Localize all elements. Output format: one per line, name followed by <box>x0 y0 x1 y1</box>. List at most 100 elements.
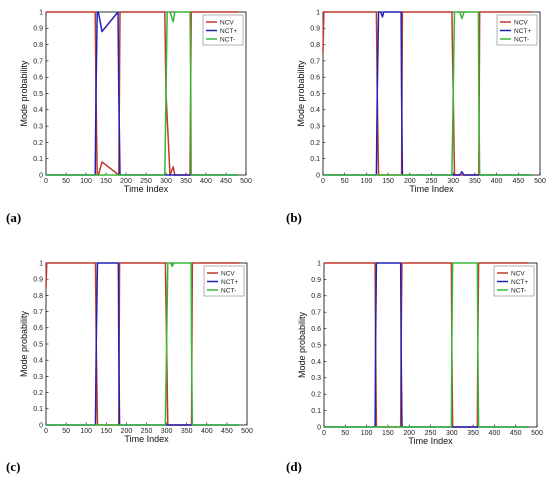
x-tick-label-a-6: 300 <box>160 178 172 185</box>
x-tick-label-d-8: 400 <box>489 430 501 437</box>
chart-panel-a: 0 50 100 150 200 250 300 350 400 450 500 0 0.1 0.2 0.3… <box>0 0 275 241</box>
y-tick-label-c-5: 0.5 <box>33 341 43 348</box>
x-tick-label-d-7: 350 <box>467 430 479 437</box>
x-axis-title-b: Time Index <box>409 184 454 194</box>
series-line-a-1 <box>46 11 238 176</box>
legend-label-b-2: NCT- <box>514 36 529 43</box>
series-line-d-1 <box>324 262 529 428</box>
x-tick-label-b-10: 500 <box>534 178 546 185</box>
y-axis-title-d: Mode probability <box>297 311 307 378</box>
y-tick-label-b-1: 0.1 <box>310 156 320 163</box>
legend-label-c-0: NCV <box>221 270 235 277</box>
x-tick-label-a-2: 100 <box>80 178 92 185</box>
x-tick-label-c-3: 150 <box>100 428 112 435</box>
chart-panel-b: 0 50 100 150 200 250 300 350 400 450 500 0 0.1 0.2 0.3… <box>275 0 550 241</box>
x-tick-label-d-6: 300 <box>446 430 458 437</box>
series-line-b-2 <box>323 11 532 176</box>
x-tick-label-b-7: 350 <box>469 178 481 185</box>
line-chart-b: 0 50 100 150 200 250 300 350 400 450 500 0 0.1 0.2 0.3… <box>296 9 546 194</box>
series-line-c-2 <box>46 262 239 426</box>
y-tick-label-a-1: 0.1 <box>33 156 43 163</box>
x-tick-label-d-9: 450 <box>510 430 522 437</box>
y-tick-label-d-0: 0 <box>317 424 321 431</box>
y-tick-label-b-3: 0.3 <box>310 124 320 131</box>
legend-label-a-2: NCT- <box>220 36 235 43</box>
legend-label-a-1: NCT+ <box>220 28 237 35</box>
x-tick-label-b-5: 250 <box>426 178 438 185</box>
x-tick-label-a-8: 400 <box>200 178 212 185</box>
x-tick-label-c-4: 200 <box>121 428 133 435</box>
y-tick-label-b-9: 0.9 <box>310 26 320 33</box>
series-line-c-1 <box>46 262 239 426</box>
y-tick-label-d-9: 0.9 <box>311 277 321 284</box>
y-axis-title-a: Mode probability <box>19 60 29 127</box>
y-tick-label-d-6: 0.6 <box>311 326 321 333</box>
y-tick-label-b-8: 0.8 <box>310 42 320 49</box>
x-tick-label-c-10: 500 <box>241 428 253 435</box>
y-tick-label-c-7: 0.7 <box>33 309 43 316</box>
y-tick-label-c-3: 0.3 <box>33 374 43 381</box>
panel-label-c: (c) <box>6 459 21 474</box>
y-tick-label-c-10: 1 <box>39 260 43 267</box>
x-tick-label-d-3: 150 <box>382 430 394 437</box>
legend-label-b-0: NCV <box>514 19 528 26</box>
series-line-b-1 <box>323 11 532 176</box>
y-tick-label-d-5: 0.5 <box>311 342 321 349</box>
x-tick-label-b-3: 150 <box>382 178 394 185</box>
legend-label-b-1: NCT+ <box>514 28 531 35</box>
legend-label-c-2: NCT- <box>221 287 236 294</box>
y-tick-label-d-2: 0.2 <box>311 392 321 399</box>
y-tick-label-d-4: 0.4 <box>311 359 321 366</box>
x-tick-label-a-10: 500 <box>240 178 252 185</box>
chart-panel-c: 0 50 100 150 200 250 300 350 400 450 500 0 0.1 0.2 0.3… <box>0 241 275 482</box>
y-tick-label-d-3: 0.3 <box>311 375 321 382</box>
series-line-a-2 <box>46 11 238 176</box>
x-tick-label-c-7: 350 <box>181 428 193 435</box>
panel-label-a: (a) <box>6 210 22 225</box>
x-tick-label-c-9: 450 <box>221 428 233 435</box>
x-tick-label-b-2: 100 <box>361 178 373 185</box>
y-tick-label-a-9: 0.9 <box>33 26 43 33</box>
panel-label-b: (b) <box>286 210 302 225</box>
x-tick-label-b-1: 50 <box>341 178 349 185</box>
x-tick-label-b-4: 200 <box>404 178 416 185</box>
x-tick-label-c-1: 50 <box>62 428 70 435</box>
y-tick-label-b-5: 0.5 <box>310 91 320 98</box>
y-tick-label-c-8: 0.8 <box>33 293 43 300</box>
x-tick-label-b-9: 450 <box>512 178 524 185</box>
y-tick-label-a-5: 0.5 <box>33 91 43 98</box>
x-tick-label-a-0: 0 <box>44 178 48 185</box>
y-tick-label-c-6: 0.6 <box>33 325 43 332</box>
series-line-d-2 <box>324 262 529 428</box>
x-tick-label-a-5: 250 <box>140 178 152 185</box>
x-tick-label-c-6: 300 <box>161 428 173 435</box>
y-tick-label-d-10: 1 <box>317 260 321 267</box>
legend-label-c-1: NCT+ <box>221 279 238 286</box>
y-tick-label-d-1: 0.1 <box>311 408 321 415</box>
y-tick-label-c-1: 0.1 <box>33 406 43 413</box>
y-axis-title-c: Mode probability <box>19 310 29 377</box>
y-tick-label-c-2: 0.2 <box>33 390 43 397</box>
x-tick-label-c-5: 250 <box>141 428 153 435</box>
x-tick-label-c-8: 400 <box>201 428 213 435</box>
legend-label-a-0: NCV <box>220 19 234 26</box>
x-tick-label-d-10: 500 <box>531 430 543 437</box>
x-tick-label-a-7: 350 <box>180 178 192 185</box>
x-tick-label-a-3: 150 <box>100 178 112 185</box>
x-tick-label-c-2: 100 <box>80 428 92 435</box>
x-tick-label-b-8: 400 <box>491 178 503 185</box>
line-chart-d: 0 50 100 150 200 250 300 350 400 450 500 0 0.1 0.2 0.3… <box>297 260 543 446</box>
x-tick-label-d-4: 200 <box>403 430 415 437</box>
x-axis-title-a: Time Index <box>124 184 169 194</box>
chart-panel-d: 0 50 100 150 200 250 300 350 400 450 500 0 0.1 0.2 0.3… <box>275 241 550 482</box>
x-tick-label-d-5: 250 <box>425 430 437 437</box>
x-tick-label-d-1: 50 <box>341 430 349 437</box>
x-axis-title-c: Time Index <box>124 434 169 444</box>
y-tick-label-b-0: 0 <box>316 172 320 179</box>
y-tick-label-a-6: 0.6 <box>33 75 43 82</box>
y-tick-label-c-9: 0.9 <box>33 277 43 284</box>
line-chart-c: 0 50 100 150 200 250 300 350 400 450 500 0 0.1 0.2 0.3… <box>19 260 253 444</box>
x-tick-label-b-6: 300 <box>447 178 459 185</box>
y-tick-label-b-7: 0.7 <box>310 58 320 65</box>
x-tick-label-a-1: 50 <box>62 178 70 185</box>
